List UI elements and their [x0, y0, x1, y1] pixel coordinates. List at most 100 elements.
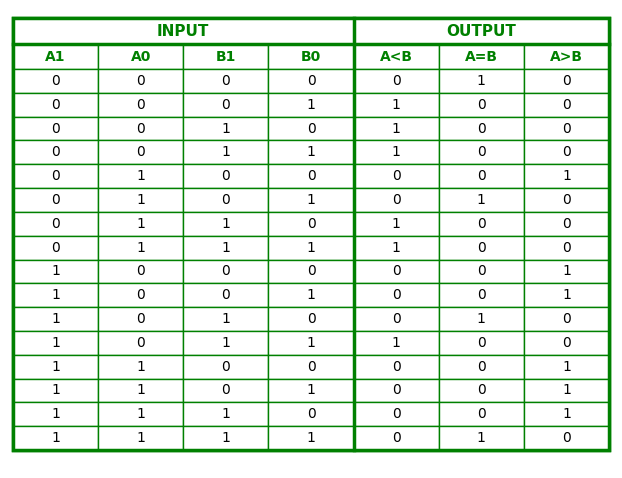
- Bar: [524, 141, 609, 164]
- Text: 1: 1: [136, 240, 145, 255]
- Bar: [183, 379, 269, 402]
- Text: 0: 0: [221, 193, 230, 207]
- Text: 1: 1: [392, 336, 401, 350]
- Text: 0: 0: [477, 383, 486, 398]
- Text: 0: 0: [221, 74, 230, 88]
- Bar: [439, 426, 524, 450]
- Text: 0: 0: [136, 288, 145, 302]
- Bar: [13, 212, 98, 236]
- Bar: [524, 307, 609, 331]
- Text: 0: 0: [562, 312, 571, 326]
- Bar: [98, 426, 183, 450]
- Bar: [353, 212, 439, 236]
- Text: 1: 1: [136, 431, 145, 445]
- Text: OUTPUT: OUTPUT: [447, 23, 516, 39]
- Bar: [98, 141, 183, 164]
- Bar: [439, 141, 524, 164]
- Bar: [524, 379, 609, 402]
- Bar: [98, 402, 183, 426]
- Text: 1: 1: [221, 145, 230, 159]
- Text: 1: 1: [51, 359, 60, 374]
- Text: 1: 1: [562, 169, 571, 183]
- Text: 1: 1: [477, 193, 486, 207]
- Bar: [98, 379, 183, 402]
- Text: 1: 1: [221, 431, 230, 445]
- Text: 0: 0: [562, 145, 571, 159]
- Bar: [98, 212, 183, 236]
- Bar: [524, 426, 609, 450]
- Bar: [13, 44, 98, 69]
- Text: 0: 0: [477, 264, 486, 278]
- Bar: [524, 164, 609, 188]
- Bar: [98, 44, 183, 69]
- Bar: [269, 402, 353, 426]
- Bar: [353, 188, 439, 212]
- Bar: [183, 141, 269, 164]
- Bar: [524, 236, 609, 260]
- Bar: [353, 331, 439, 355]
- Text: 0: 0: [477, 407, 486, 421]
- Bar: [269, 141, 353, 164]
- Bar: [353, 379, 439, 402]
- Text: 0: 0: [477, 336, 486, 350]
- Text: 0: 0: [307, 169, 315, 183]
- Text: 1: 1: [307, 383, 315, 398]
- Bar: [183, 236, 269, 260]
- Bar: [98, 188, 183, 212]
- Bar: [439, 212, 524, 236]
- Bar: [183, 426, 269, 450]
- Text: 0: 0: [392, 288, 401, 302]
- Text: 0: 0: [51, 121, 60, 136]
- Bar: [13, 18, 353, 44]
- Text: 0: 0: [221, 288, 230, 302]
- Bar: [439, 379, 524, 402]
- Bar: [524, 260, 609, 283]
- Text: 0: 0: [307, 121, 315, 136]
- Bar: [13, 379, 98, 402]
- Bar: [269, 164, 353, 188]
- Bar: [183, 164, 269, 188]
- Bar: [269, 379, 353, 402]
- Text: 1: 1: [307, 431, 315, 445]
- Text: 1: 1: [136, 169, 145, 183]
- Text: INPUT: INPUT: [157, 23, 210, 39]
- Text: 0: 0: [392, 359, 401, 374]
- Text: 1: 1: [307, 193, 315, 207]
- Bar: [183, 355, 269, 379]
- Bar: [269, 69, 353, 93]
- Text: 1: 1: [51, 288, 60, 302]
- Text: 0: 0: [562, 431, 571, 445]
- Text: 1: 1: [136, 359, 145, 374]
- Text: 1: 1: [221, 407, 230, 421]
- Bar: [353, 141, 439, 164]
- Bar: [269, 117, 353, 141]
- Bar: [13, 331, 98, 355]
- Text: 0: 0: [562, 98, 571, 112]
- Bar: [269, 212, 353, 236]
- Text: 0: 0: [562, 240, 571, 255]
- Bar: [353, 307, 439, 331]
- Text: 1: 1: [51, 431, 60, 445]
- Text: 1: 1: [477, 312, 486, 326]
- Bar: [98, 331, 183, 355]
- Text: 0: 0: [307, 312, 315, 326]
- Bar: [13, 283, 98, 307]
- Bar: [353, 18, 609, 44]
- Text: 0: 0: [477, 145, 486, 159]
- Text: A0: A0: [131, 50, 151, 64]
- Text: 0: 0: [221, 383, 230, 398]
- Text: 1: 1: [51, 312, 60, 326]
- Text: 1: 1: [51, 383, 60, 398]
- Bar: [98, 236, 183, 260]
- Text: 0: 0: [307, 264, 315, 278]
- Bar: [353, 236, 439, 260]
- Text: 0: 0: [221, 264, 230, 278]
- Bar: [13, 402, 98, 426]
- Text: 0: 0: [562, 74, 571, 88]
- Bar: [353, 402, 439, 426]
- Text: 1: 1: [136, 407, 145, 421]
- Text: 0: 0: [392, 407, 401, 421]
- Bar: [439, 260, 524, 283]
- Bar: [269, 426, 353, 450]
- Text: 0: 0: [392, 74, 401, 88]
